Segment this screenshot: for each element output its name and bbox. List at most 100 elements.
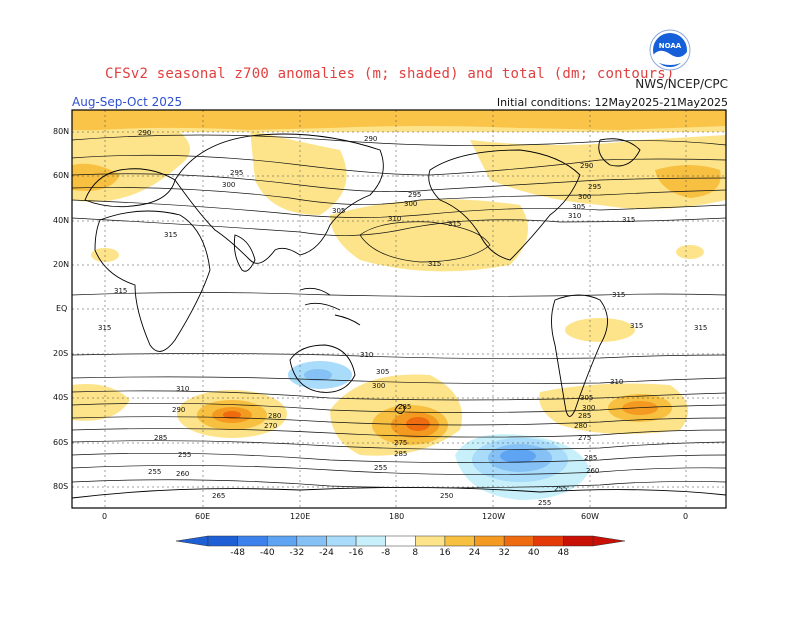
lat-label-80n: 80N (53, 127, 70, 136)
colorbar-tick-label: -16 (348, 548, 364, 558)
contour-label: 305 (580, 394, 593, 402)
contour-label: 290 (364, 135, 377, 143)
lat-label-20s: 20S (53, 349, 69, 358)
lon-label-60e: 60E (195, 512, 211, 521)
contour-label: 300 (372, 382, 385, 390)
contour-label: 300 (578, 193, 591, 201)
contour-value-labels: 290 290 295 300 295 300 305 310 315 315 … (98, 129, 707, 507)
contour-label: 315 (612, 291, 625, 299)
contour-label: 300 (404, 200, 417, 208)
lat-label-60s: 60S (53, 438, 69, 447)
contour-label: 285 (578, 412, 591, 420)
contour-label: 305 (332, 207, 345, 215)
contour-label: 300 (222, 181, 235, 189)
agency-label: NWS/NCEP/CPC (635, 77, 728, 91)
height-contours (72, 134, 726, 489)
contour-label: 280 (268, 412, 281, 420)
colorbar-tick-label: -48 (230, 548, 245, 558)
contour-label: 310 (610, 378, 623, 386)
contour-label: 260 (586, 467, 599, 475)
colorbar-right-arrow (592, 535, 626, 547)
colorbar-tick-label: 32 (498, 548, 510, 558)
contour-label: 275 (578, 434, 591, 442)
colorbar-tick-label: 16 (439, 548, 451, 558)
contour-label: 310 (360, 351, 373, 359)
contour-label: 275 (394, 439, 407, 447)
contour-label: 285 (398, 403, 411, 411)
colorbar-swatch (385, 535, 416, 547)
colorbar-swatch (207, 535, 238, 547)
colorbar-swatch (563, 535, 594, 547)
colorbar-left-arrow (175, 535, 209, 547)
contour-label: 310 (388, 215, 401, 223)
lat-label-40s: 40S (53, 393, 69, 402)
lon-label-0: 0 (102, 512, 108, 521)
colorbar-swatch (415, 535, 446, 547)
colorbar-tick-label: -40 (259, 548, 275, 558)
contour-label: 295 (588, 183, 601, 191)
contour-label: 250 (440, 492, 453, 500)
colorbar-swatch (237, 535, 268, 547)
contour-label: 255 (148, 468, 161, 476)
contour-label: 285 (394, 450, 407, 458)
contour-label: 315 (98, 324, 111, 332)
colorbar-swatch (266, 535, 298, 547)
contour-label: 255 (538, 499, 551, 507)
colorbar-swatch (296, 535, 327, 547)
colorbar-tick-label: -24 (319, 548, 334, 558)
contour-label: 295 (230, 169, 243, 177)
contour-label: 290 (138, 129, 151, 137)
lat-label-80s: 80S (53, 482, 69, 491)
contour-label: 305 (572, 203, 585, 211)
contour-label: 315 (164, 231, 177, 239)
graticule (72, 110, 726, 508)
colorbar-tick-label: 40 (528, 548, 540, 558)
lat-label-60n: 60N (53, 171, 70, 180)
colorbar-swatch (326, 535, 357, 547)
contour-label: 265 (212, 492, 225, 500)
contour-label: 290 (580, 162, 593, 170)
colorbar-tick-label: -8 (381, 548, 391, 558)
contour-label: 260 (176, 470, 189, 478)
contour-label: 315 (428, 260, 441, 268)
colorbar-swatch (444, 535, 475, 547)
contour-label: 295 (408, 191, 421, 199)
colorbar-swatch (533, 535, 564, 547)
map-title: CFSv2 seasonal z700 anomalies (m; shaded… (105, 66, 675, 82)
map-frame (71, 109, 727, 509)
colorbar-swatch (474, 535, 505, 547)
lat-label-eq: EQ (56, 304, 68, 313)
contour-label: 255 (374, 464, 387, 472)
contour-label: 285 (154, 434, 167, 442)
contour-label: 315 (622, 216, 635, 224)
colorbar-swatch (355, 535, 386, 547)
colorbar-tick-label: 24 (468, 548, 481, 558)
lon-label-120e: 120E (290, 512, 311, 521)
logo-text: NOAA (659, 42, 682, 50)
contour-label: 290 (172, 406, 185, 414)
contour-label: 285 (584, 454, 597, 462)
lon-label-0-east: 0 (683, 512, 689, 521)
contour-label: 270 (264, 422, 277, 430)
map-area: 290 290 295 300 295 300 305 310 315 315 … (72, 110, 726, 508)
contour-label: 310 (568, 212, 581, 220)
contour-label: 255 (554, 485, 567, 493)
lon-label-120w: 120W (482, 512, 506, 521)
contour-label: 315 (694, 324, 707, 332)
contour-label: 310 (176, 385, 189, 393)
contour-label: 255 (178, 451, 191, 459)
contour-label: 315 (114, 287, 127, 295)
contour-label: 315 (448, 220, 461, 228)
colorbar (175, 535, 626, 547)
colorbar-swatch (503, 535, 535, 547)
forecast-period: Aug-Sep-Oct 2025 (72, 95, 183, 109)
lon-label-180: 180 (389, 512, 405, 521)
noaa-logo-icon: NOAA (649, 29, 691, 71)
colorbar-tick-label: 8 (412, 548, 419, 558)
initial-conditions: Initial conditions: 12May2025-21May2025 (496, 96, 728, 109)
contour-label: 305 (376, 368, 389, 376)
colorbar-tick-label: -32 (289, 548, 305, 558)
contour-label: 300 (582, 404, 595, 412)
lon-label-60w: 60W (581, 512, 600, 521)
